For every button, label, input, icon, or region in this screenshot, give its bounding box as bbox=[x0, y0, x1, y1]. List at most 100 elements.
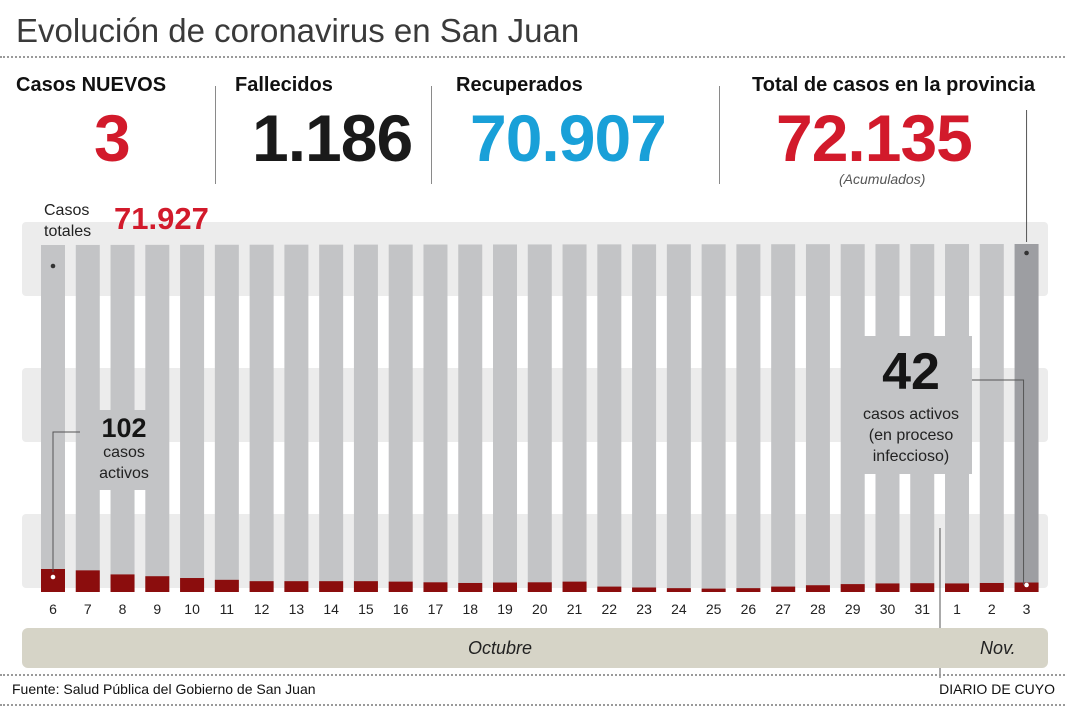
active-cases-bar bbox=[388, 581, 413, 592]
total-cases-note: (Acumulados) bbox=[839, 171, 926, 187]
x-tick-label: 3 bbox=[1023, 601, 1031, 617]
total-cases-bar bbox=[249, 244, 274, 592]
x-tick-label: 31 bbox=[914, 601, 930, 617]
total-cases-bar bbox=[284, 244, 309, 592]
x-tick-label: 19 bbox=[497, 601, 513, 617]
total-cases-bar bbox=[493, 244, 518, 592]
bottom-divider bbox=[0, 674, 1065, 676]
total-cases-bar bbox=[632, 244, 657, 592]
x-tick-label: 23 bbox=[636, 601, 652, 617]
total-cases-value: 72.135 bbox=[776, 101, 973, 175]
credit: DIARIO DE CUYO bbox=[939, 681, 1055, 697]
stat-separator bbox=[431, 86, 432, 184]
marker-dot bbox=[1024, 250, 1029, 256]
end-active-callout bbox=[850, 336, 972, 474]
deaths-value: 1.186 bbox=[252, 101, 413, 175]
total-cases-annotation-label: Casos totales bbox=[44, 200, 91, 242]
end-active-value: 42 bbox=[882, 343, 940, 401]
active-cases-bar bbox=[945, 583, 970, 592]
x-tick-label: 22 bbox=[602, 601, 618, 617]
x-tick-label: 30 bbox=[880, 601, 896, 617]
total-cases-bar bbox=[597, 244, 622, 593]
active-cases-bar bbox=[214, 579, 239, 592]
active-cases-bar bbox=[840, 584, 865, 592]
x-tick-label: 20 bbox=[532, 601, 548, 617]
month-label-nov: Nov. bbox=[980, 638, 1016, 658]
x-tick-label: 12 bbox=[254, 601, 270, 617]
total-cases-bar bbox=[458, 244, 483, 593]
x-tick-label: 28 bbox=[810, 601, 826, 617]
total-cases-bar bbox=[319, 244, 344, 592]
total-cases-bar bbox=[353, 244, 378, 593]
new-cases-value: 3 bbox=[94, 101, 131, 175]
start-total-value: 71.927 bbox=[114, 201, 209, 236]
x-tick-label: 17 bbox=[428, 601, 444, 617]
total-cases-bar bbox=[771, 244, 796, 592]
x-tick-label: 11 bbox=[220, 601, 235, 617]
marker-dot bbox=[50, 574, 56, 580]
leader-line bbox=[52, 431, 80, 572]
annotation-line: Casos bbox=[44, 202, 90, 219]
x-tick-label: 24 bbox=[671, 601, 687, 617]
active-cases-bar bbox=[666, 588, 691, 592]
chart-title: Evolución de coronavirus en San Juan bbox=[16, 12, 580, 49]
stat-separator bbox=[215, 86, 216, 184]
active-cases-bar bbox=[771, 586, 796, 592]
x-tick-label: 7 bbox=[84, 601, 92, 617]
top-divider bbox=[0, 56, 1065, 58]
marker-dot bbox=[50, 263, 56, 269]
x-tick-label: 10 bbox=[184, 601, 200, 617]
x-tick-label: 9 bbox=[153, 601, 161, 617]
active-cases-bar bbox=[979, 582, 1004, 592]
annotation-line: totales bbox=[44, 223, 92, 240]
annotation-line: infeccioso) bbox=[872, 448, 950, 465]
recovered-value: 70.907 bbox=[470, 101, 667, 175]
annotation-line: activos bbox=[99, 465, 149, 482]
active-cases-bar bbox=[319, 581, 344, 592]
active-cases-bar bbox=[180, 578, 205, 592]
x-tick-label: 1 bbox=[953, 601, 961, 617]
total-cases-bar bbox=[736, 244, 761, 593]
annotation-line: casos activos bbox=[862, 406, 960, 423]
active-cases-bar bbox=[805, 585, 830, 592]
total-cases-bar bbox=[388, 244, 413, 592]
x-tick-label: 27 bbox=[775, 601, 791, 617]
active-cases-bar bbox=[423, 582, 448, 592]
active-cases-bar bbox=[110, 574, 135, 592]
total-cases-bar bbox=[180, 244, 205, 592]
active-cases-bar bbox=[284, 581, 309, 592]
x-tick-label: 6 bbox=[49, 601, 57, 617]
annotation-line: casos bbox=[103, 444, 145, 461]
stat-separator bbox=[719, 86, 720, 184]
total-cases-bar bbox=[979, 244, 1004, 593]
active-cases-bar bbox=[701, 588, 726, 592]
recovered-label: Recuperados bbox=[456, 74, 583, 96]
active-cases-bar bbox=[736, 588, 761, 592]
deaths-label: Fallecidos bbox=[235, 74, 333, 96]
active-cases-bar bbox=[493, 582, 518, 592]
active-cases-bar bbox=[597, 586, 622, 592]
x-tick-label: 15 bbox=[358, 601, 374, 617]
x-tick-label: 2 bbox=[988, 601, 996, 617]
total-cases-bar bbox=[1014, 244, 1039, 592]
total-cases-bar bbox=[527, 244, 552, 592]
start-active-text: casos activos bbox=[80, 442, 168, 484]
total-cases-bar bbox=[701, 244, 726, 592]
active-cases-bar bbox=[353, 581, 378, 592]
total-cases-bar bbox=[805, 244, 830, 592]
x-tick-label: 14 bbox=[323, 601, 339, 617]
total-cases-bar bbox=[423, 244, 448, 592]
active-cases-bar bbox=[458, 582, 483, 592]
x-tick-label: 8 bbox=[119, 601, 127, 617]
total-cases-bar bbox=[666, 244, 691, 592]
x-tick-label: 18 bbox=[462, 601, 478, 617]
active-cases-bar bbox=[910, 583, 935, 592]
x-tick-label: 21 bbox=[567, 601, 583, 617]
x-tick-label: 25 bbox=[706, 601, 722, 617]
source-note: Fuente: Salud Pública del Gobierno de Sa… bbox=[12, 681, 316, 697]
x-tick-label: 13 bbox=[289, 601, 305, 617]
active-cases-bar bbox=[527, 582, 552, 592]
start-active-callout bbox=[80, 410, 168, 490]
leader-line bbox=[972, 379, 1025, 585]
total-cases-bar bbox=[214, 244, 239, 592]
